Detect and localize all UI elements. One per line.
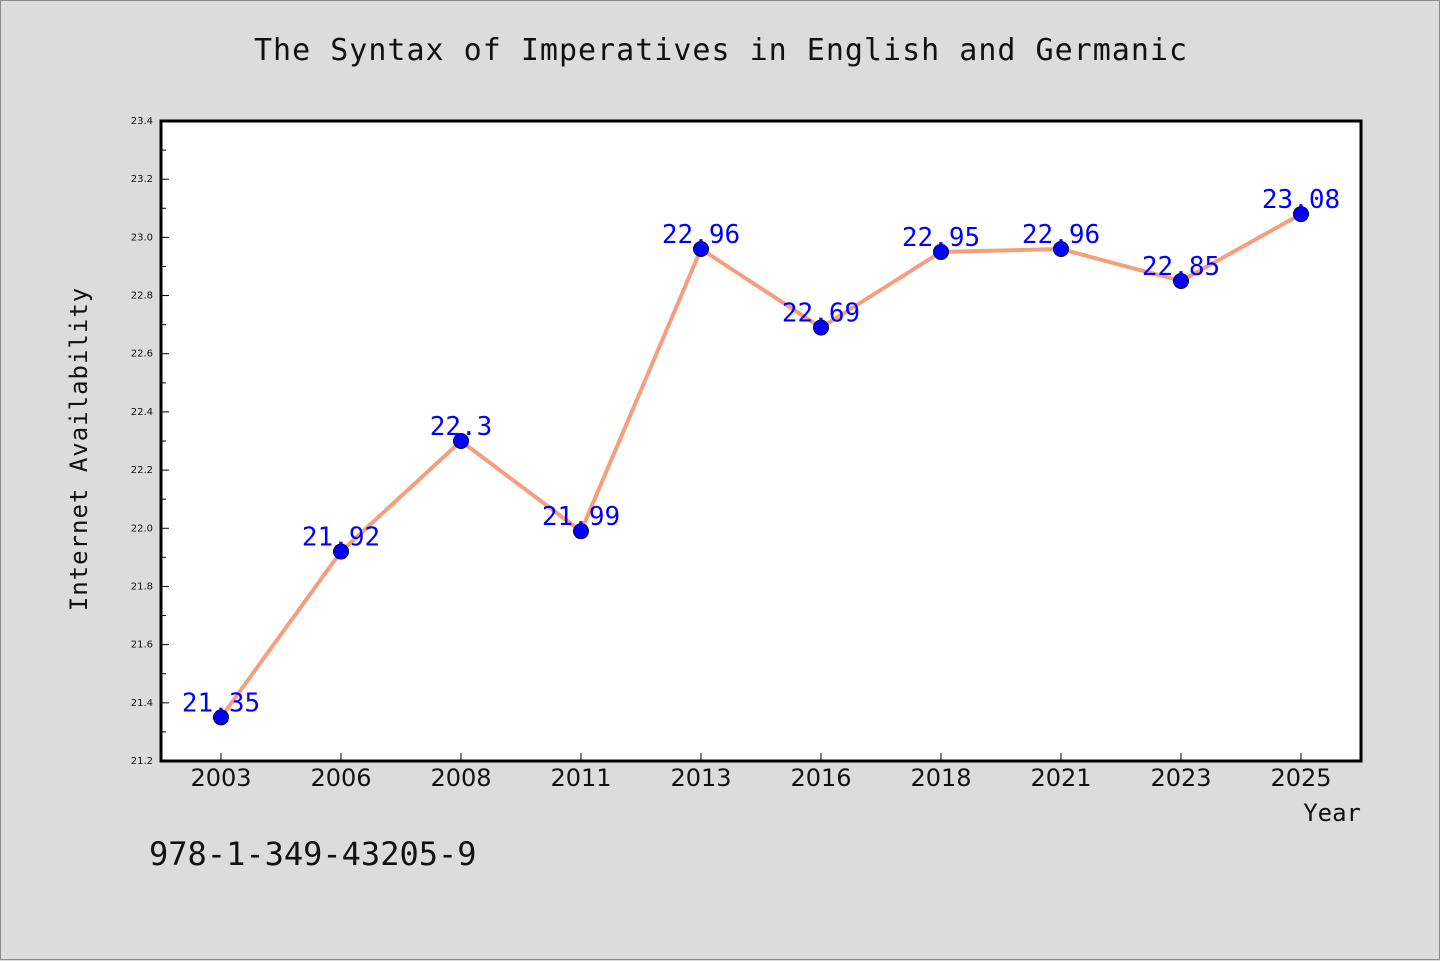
- data-point: [333, 543, 349, 560]
- x-tick-label: 2008: [430, 764, 491, 792]
- data-labels: 21.35 21.92 22.3 21.99 22.96 22.69 22.95 22.96 2…: [182, 185, 1340, 718]
- chart-title: The Syntax of Imperatives in English and…: [253, 33, 1188, 68]
- y-tick-label: 22.4: [131, 407, 153, 418]
- x-tick-label: 2025: [1270, 764, 1331, 792]
- data-point: [213, 709, 229, 726]
- data-label: 22.95: [902, 223, 980, 253]
- y-tick-label: 21.4: [131, 698, 153, 709]
- data-point: [573, 523, 589, 540]
- y-tick-label: 21.6: [131, 640, 153, 651]
- y-tick-label: 21.8: [131, 581, 153, 592]
- y-tick-label: 23.4: [131, 116, 153, 127]
- series: [213, 206, 1309, 726]
- x-axis-label: Year: [1303, 799, 1361, 827]
- x-tick-label: 2018: [910, 764, 971, 792]
- y-tick-label: 22.2: [131, 465, 153, 476]
- data-point: [1053, 241, 1069, 257]
- y-tick-label: 21.2: [131, 756, 153, 767]
- x-tick-label: 2023: [1150, 764, 1211, 792]
- y-tick-label: 22.8: [131, 291, 153, 302]
- x-tick-label: 2021: [1030, 764, 1091, 792]
- isbn-text: 978-1-349-43205-9: [149, 835, 477, 873]
- data-point: [933, 243, 949, 260]
- x-tick-label: 2016: [790, 764, 851, 792]
- data-label: 22.3: [430, 412, 493, 442]
- y-tick-label: 23.0: [131, 232, 153, 243]
- y-tick-label: 23.2: [131, 174, 153, 185]
- data-label: 23.08: [1262, 185, 1340, 215]
- x-tick-label: 2013: [670, 764, 731, 792]
- data-label: 21.92: [302, 523, 380, 553]
- data-label: 21.99: [542, 502, 620, 532]
- x-axis-ticks: 2003 2006 2008 2011 2013 2016 2018 2021 2023 2025: [190, 753, 1332, 792]
- data-label: 22.96: [662, 220, 740, 250]
- plot-area: [161, 121, 1361, 761]
- y-tick-label: 22.0: [131, 523, 153, 534]
- data-label: 22.85: [1142, 252, 1220, 282]
- series-line: [219, 212, 1303, 720]
- x-tick-label: 2003: [190, 764, 251, 792]
- data-label: 21.35: [182, 688, 260, 718]
- data-label: 22.69: [782, 299, 860, 329]
- y-tick-label: 22.6: [131, 349, 153, 360]
- data-point: [1173, 273, 1189, 289]
- data-point: [813, 319, 829, 336]
- data-label: 22.96: [1022, 220, 1100, 250]
- plot-border: [159, 119, 1363, 763]
- data-point: [453, 433, 469, 449]
- x-tick-label: 2011: [550, 764, 611, 792]
- data-point: [1293, 206, 1309, 223]
- data-point: [693, 241, 709, 257]
- x-tick-label: 2006: [310, 764, 371, 792]
- y-axis-label: Internet Availability: [65, 287, 93, 611]
